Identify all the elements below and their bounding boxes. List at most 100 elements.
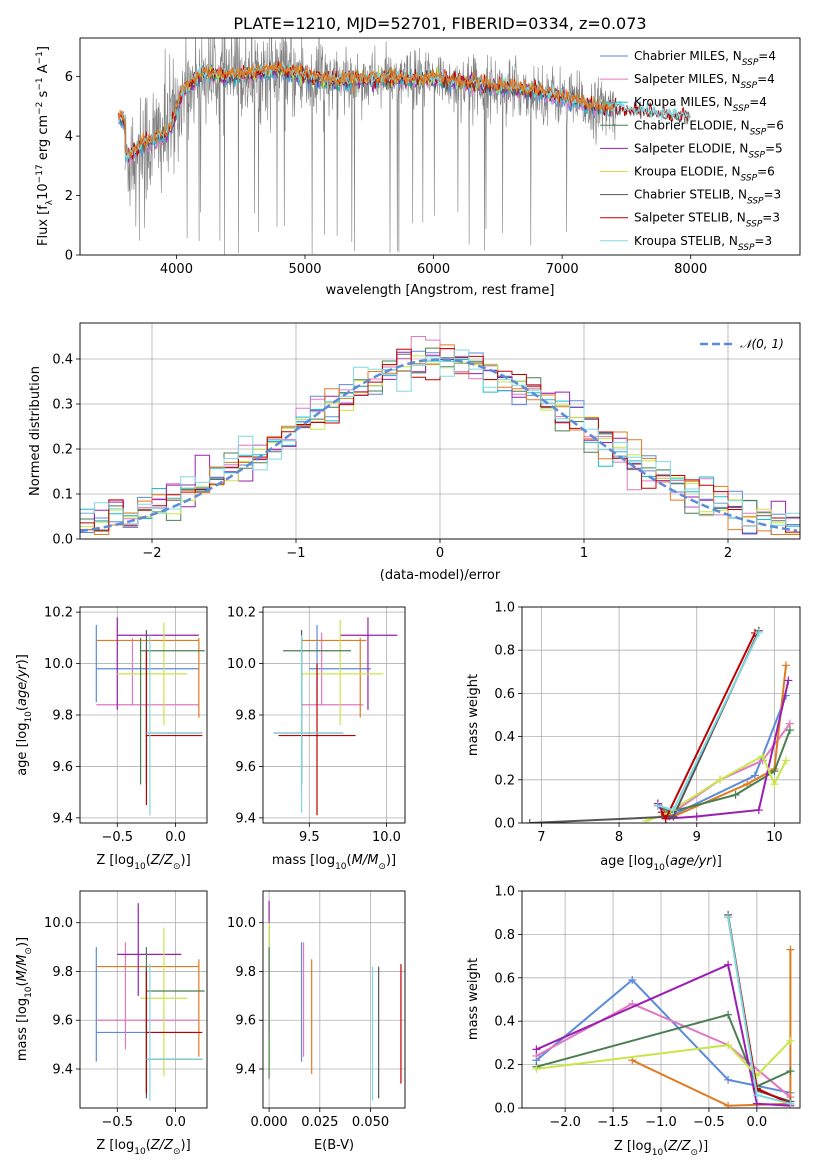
y-axis-label: Normed distribution [28,366,43,496]
x-tick-label: 10 [766,830,783,845]
data-point-marker [724,1101,733,1108]
y-tick-label: 10.2 [227,606,256,621]
y-tick-label: 1.0 [494,885,515,900]
errorbar-point [140,927,188,1077]
data-point-marker [716,775,725,784]
x-tick-label: −1.0 [645,1115,677,1130]
x-tick-label: 1 [580,546,588,561]
data-point-marker [770,780,779,789]
plot-area [95,903,205,1101]
plot-area [80,336,800,535]
spectrum-model-chabrier_elodie [163,64,537,139]
y-tick-label: 0.4 [494,730,515,745]
y-tick-label: 0.2 [494,1058,515,1073]
errorbar-point [145,630,203,785]
x-axis-label: mass [log10(M/M⊙)] [272,853,396,872]
data-point-marker [724,1010,733,1019]
data-point-marker [786,1036,795,1045]
errorbar-point [96,959,200,1057]
y-tick-label: 9.6 [52,760,73,775]
data-point-marker [784,676,793,685]
panel-spectrum: 4000 5000 6000 7000 8000 0 2 4 6 wavelength [Angs… [35,37,801,298]
errorbar-point [273,635,344,813]
x-axis-label: E(B-V) [314,1138,354,1153]
errorbar-point [117,622,188,726]
data-point-marker [724,1075,733,1084]
data-point-marker [786,1067,795,1076]
legend-entry: Salpeter STELIB, NSSP=3 [634,211,780,230]
x-tick-label: 8000 [674,262,707,277]
y-axis-label: Flux [fλ10−17 erg cm−2 s−1 A−1] [35,46,55,246]
y-axis-label: age [log10(age/yr)] [15,654,34,776]
y-tick-label: 9.6 [235,760,256,775]
data-point-marker [750,771,759,780]
x-tick-label: 2 [724,546,732,561]
data-point-marker [724,1041,733,1050]
errorbar-point [146,964,203,1101]
data-point-marker [657,808,666,817]
axes-frame [79,890,208,1109]
data-point-marker [661,814,670,823]
y-tick-label: 9.6 [235,1014,256,1029]
y-tick-label: 0.6 [494,687,515,702]
x-tick-label: 0.000 [250,1115,287,1130]
x-tick-label: 9.5 [299,830,320,845]
y-tick-label: 9.8 [235,965,256,980]
errorbar-point [145,650,203,805]
y-tick-label: 0.2 [52,443,73,458]
errorbar-point [340,617,398,710]
plot-area [118,38,691,255]
legend-entry: Kroupa ELODIE, NSSP=6 [634,165,775,184]
y-tick-label: 0.8 [494,928,515,943]
errorbar-point [96,637,200,718]
data-point-marker [532,1045,541,1054]
x-tick-label: 0 [436,546,444,561]
axes-frame [521,606,801,824]
axes-frame [262,890,406,1109]
y-tick-label: 9.8 [235,709,256,724]
y-axis-label: mass weight [466,674,481,756]
errorbar-point [117,903,182,996]
x-axis-label: wavelength [Angstrom, rest frame] [326,283,555,298]
axes-frame [79,606,208,824]
data-point-marker [754,806,763,815]
errorbar-point [301,632,364,706]
errorbar-point [146,635,203,816]
plot-area [532,910,795,1108]
x-axis-label: age [log10(age/yr)] [600,854,722,873]
mass-weight-line [536,1013,791,1088]
axes-frame [79,37,801,256]
y-tick-label: 9.6 [52,1014,73,1029]
errorbar-point [95,947,199,1062]
legend-entry: Salpeter ELODIE, NSSP=5 [634,141,783,160]
plot-area [268,900,402,1101]
mass-weight-line [535,963,791,1107]
data-point-marker [653,801,662,810]
x-tick-label: 6000 [417,262,450,277]
x-tick-label: −1 [286,546,305,561]
x-tick-label: −2.0 [549,1115,581,1130]
y-tick-label: 10.2 [44,606,73,621]
y-tick-label: 1.0 [494,601,515,616]
y-tick-label: 10.0 [227,916,256,931]
data-point-marker [724,960,733,969]
y-tick-label: 9.4 [52,1062,73,1077]
errorbar-point [301,619,384,726]
y-tick-label: 9.4 [235,1062,256,1077]
y-tick-label: 9.8 [52,965,73,980]
x-tick-label: 5000 [288,262,321,277]
x-tick-label: 7000 [546,262,579,277]
y-tick-label: 0.0 [52,533,73,548]
x-axis-label: (data-model)/error [380,568,501,583]
panel-age_vs_mass: 9.5 10.0 9.4 9.6 9.8 10.0 10.2 mass [log10(M/M⊙… [227,606,406,872]
errorbar-point [96,637,199,706]
errorbar-point [301,637,367,718]
y-tick-label: 0.3 [52,398,73,413]
data-point-marker [628,975,637,984]
legend-entry: Chabrier STELIB, NSSP=3 [634,188,781,207]
panel-massweight_vs_Z: −2.0 −1.5 −1.0 −0.5 0.0 0.0 0.2 0.4 0.6 0.8 1.0 Z [… [466,885,801,1158]
x-tick-label: −2 [142,546,161,561]
y-tick-label: 0.4 [52,353,73,368]
panel-mass_vs_Z: −0.5 0.0 9.4 9.6 9.8 10.0 Z [log10(Z/Z⊙)] mass … [15,890,208,1157]
y-tick-label: 9.4 [235,811,256,826]
